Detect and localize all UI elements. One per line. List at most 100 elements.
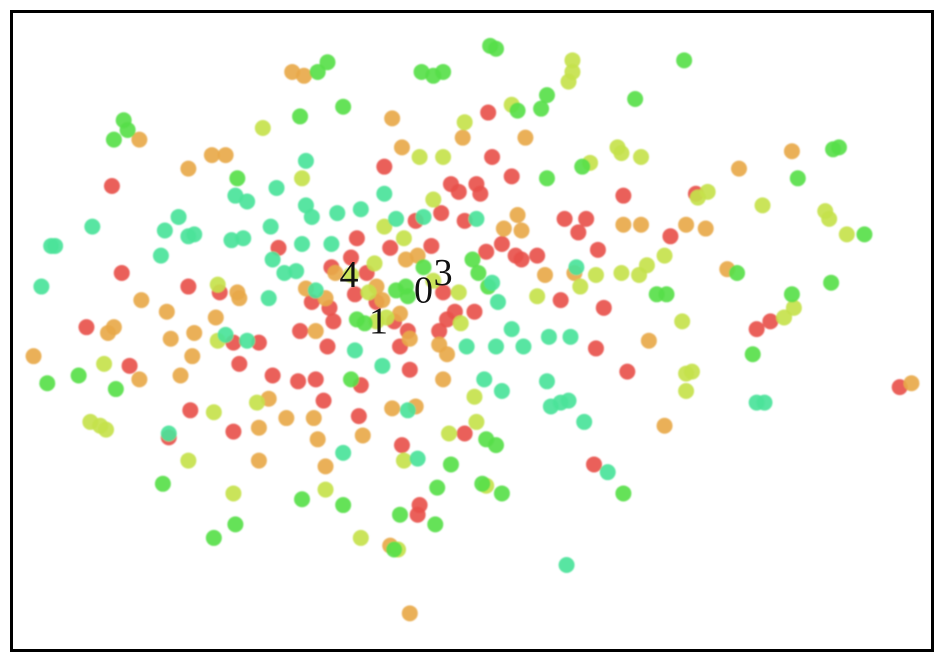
point-class-2-58 — [368, 313, 385, 330]
point-class-4-8 — [152, 247, 169, 264]
point-class-0-0 — [103, 178, 120, 195]
point-class-4-7 — [180, 228, 197, 245]
point-class-4-5 — [170, 208, 187, 225]
point-class-1-59 — [401, 330, 418, 347]
point-class-2-41 — [352, 529, 369, 546]
point-class-3-41 — [386, 541, 403, 558]
point-class-3-3 — [335, 98, 352, 115]
point-class-0-29 — [472, 185, 489, 202]
point-class-4-24 — [323, 236, 340, 253]
point-class-3-26 — [658, 286, 675, 303]
point-class-2-25 — [572, 278, 589, 295]
point-class-0-38 — [556, 210, 573, 227]
point-class-3-24 — [729, 265, 746, 282]
point-class-3-2 — [292, 108, 309, 125]
point-class-3-18 — [574, 158, 591, 175]
point-class-2-4 — [435, 149, 452, 166]
point-class-1-12 — [495, 220, 512, 237]
point-class-4-58 — [388, 210, 405, 227]
point-class-3-29 — [39, 375, 56, 392]
point-class-0-43 — [595, 299, 612, 316]
point-class-1-17 — [633, 216, 650, 233]
point-class-3-48 — [470, 265, 487, 282]
annotation-layer: 4 0 3 1 — [340, 252, 453, 342]
point-class-2-40 — [317, 481, 334, 498]
point-class-4-40 — [540, 328, 557, 345]
point-class-3-22 — [856, 226, 873, 243]
point-class-0-23 — [382, 239, 399, 256]
point-class-1-1 — [131, 131, 148, 148]
point-class-1-9 — [454, 129, 471, 146]
point-class-1-24 — [903, 375, 920, 392]
point-class-3-33 — [205, 529, 222, 546]
point-class-0-22 — [376, 158, 393, 175]
point-class-4-47 — [515, 338, 532, 355]
point-class-3-20 — [830, 139, 847, 156]
point-class-4-19 — [352, 201, 369, 218]
point-class-2-1 — [294, 170, 311, 187]
point-class-2-37 — [248, 394, 265, 411]
point-class-1-8 — [393, 139, 410, 156]
point-class-0-11 — [307, 371, 324, 388]
point-class-2-15 — [754, 197, 771, 214]
point-class-1-26 — [133, 292, 150, 309]
point-class-3-40 — [493, 485, 510, 502]
point-class-4-55 — [488, 338, 505, 355]
point-class-3-11 — [509, 102, 526, 119]
point-class-1-28 — [100, 324, 117, 341]
point-class-3-55 — [399, 288, 416, 305]
point-class-4-14 — [268, 179, 285, 196]
point-class-2-38 — [180, 452, 197, 469]
point-class-2-3 — [411, 149, 428, 166]
point-class-1-20 — [731, 160, 748, 177]
point-class-4-18 — [329, 205, 346, 222]
point-class-4-37 — [484, 274, 501, 291]
point-class-4-54 — [160, 425, 177, 442]
point-class-4-39 — [503, 321, 520, 338]
point-class-3-37 — [429, 479, 446, 496]
point-class-0-10 — [290, 373, 307, 390]
point-class-0-73 — [586, 456, 603, 473]
point-class-2-18 — [838, 226, 855, 243]
point-class-4-32 — [399, 402, 416, 419]
point-class-4-35 — [458, 338, 475, 355]
point-class-1-16 — [615, 216, 632, 233]
point-class-2-60 — [376, 218, 393, 235]
point-class-1-39 — [250, 419, 267, 436]
point-class-0-39 — [578, 210, 595, 227]
point-class-3-17 — [229, 170, 246, 187]
point-class-4-52 — [558, 556, 575, 573]
point-class-2-43 — [395, 452, 412, 469]
point-class-3-53 — [356, 315, 373, 332]
point-class-3-6 — [435, 63, 452, 80]
point-class-0-46 — [662, 228, 679, 245]
point-class-3-12 — [627, 91, 644, 108]
point-class-3-16 — [119, 121, 136, 138]
point-class-2-57 — [452, 315, 469, 332]
point-class-0-44 — [587, 340, 604, 357]
point-class-2-51 — [343, 266, 360, 283]
point-class-1-11 — [517, 129, 534, 146]
point-class-1-40 — [250, 452, 267, 469]
point-class-4-17 — [303, 208, 320, 225]
point-class-2-12 — [633, 149, 650, 166]
point-class-0-3 — [121, 357, 138, 374]
point-class-0-49 — [748, 321, 765, 338]
point-class-2-31 — [785, 299, 802, 316]
points-layer — [25, 37, 920, 622]
point-class-0-37 — [503, 168, 520, 185]
point-class-4-56 — [468, 210, 485, 227]
point-class-2-29 — [683, 363, 700, 380]
point-class-0-36 — [529, 247, 546, 264]
point-class-1-31 — [186, 324, 203, 341]
point-class-0-40 — [570, 224, 587, 241]
point-class-2-17 — [821, 210, 838, 227]
point-class-0-53 — [225, 423, 242, 440]
point-class-3-46 — [615, 485, 632, 502]
point-class-2-22 — [631, 266, 648, 283]
point-class-4-34 — [335, 444, 352, 461]
point-class-4-21 — [264, 251, 281, 268]
point-class-4-12 — [235, 230, 252, 247]
point-class-2-11 — [613, 145, 630, 162]
